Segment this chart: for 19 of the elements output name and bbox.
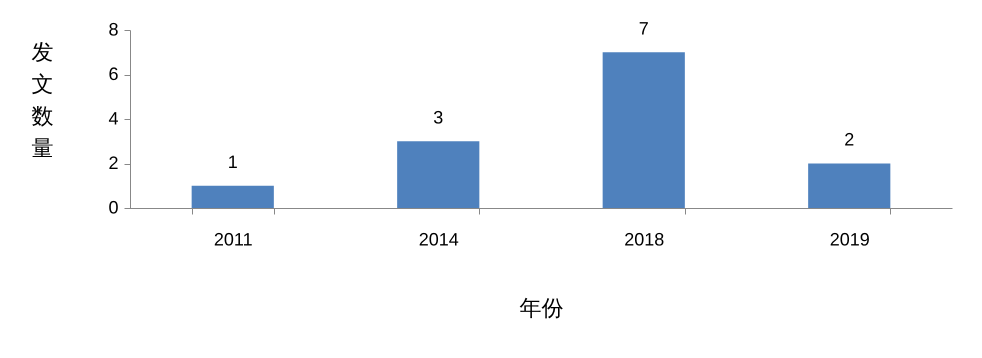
y-axis-title: 发文数量 (32, 40, 54, 160)
data-label: 3 (433, 107, 444, 128)
data-label: 7 (638, 18, 649, 38)
x-axis-title: 年份 (520, 296, 564, 320)
bar (602, 52, 685, 208)
y-tick-label: 6 (108, 64, 118, 84)
data-label: 2 (844, 130, 854, 150)
y-tick-label: 8 (108, 20, 118, 40)
y-tick-label: 4 (108, 108, 118, 128)
data-label: 1 (228, 152, 238, 172)
x-tick-label: 2011 (214, 230, 253, 250)
bar (397, 141, 480, 208)
y-tick-label: 0 (108, 198, 118, 218)
x-tick-label: 2018 (624, 230, 664, 250)
x-tick-label: 2019 (830, 230, 870, 250)
y-tick-label: 2 (108, 153, 118, 173)
bar (808, 164, 890, 208)
bar (192, 186, 274, 208)
x-tick-label: 2014 (418, 230, 459, 250)
